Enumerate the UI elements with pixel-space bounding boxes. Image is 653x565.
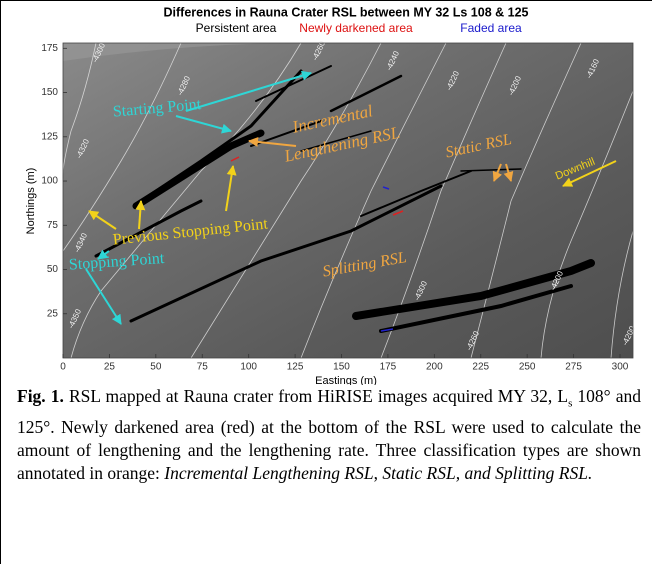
caption-italic: Incremental Lengthening RSL bbox=[164, 463, 373, 483]
legend-entry: Faded area bbox=[460, 21, 522, 35]
caption-label: Fig. 1. bbox=[17, 386, 64, 406]
x-tick-label: 300 bbox=[612, 362, 629, 373]
y-tick-label: 100 bbox=[41, 176, 58, 187]
caption: Fig. 1. RSL mapped at Rauna crater from … bbox=[17, 385, 641, 485]
x-tick-label: 175 bbox=[380, 362, 397, 373]
legend-entry: Persistent area bbox=[196, 21, 277, 35]
page: Differences in Rauna Crater RSL between … bbox=[0, 0, 652, 564]
x-tick-label: 275 bbox=[565, 362, 582, 373]
map: -4300-4280-4260-4240-4220-4200-4160-4320… bbox=[63, 39, 638, 358]
x-tick-label: 200 bbox=[426, 362, 443, 373]
x-tick-label: 25 bbox=[104, 362, 116, 373]
y-tick-label: 25 bbox=[47, 308, 59, 319]
x-tick-label: 225 bbox=[472, 362, 489, 373]
y-tick-label: 150 bbox=[41, 87, 58, 98]
caption-italic: Static RSL, and Splitting RSL. bbox=[382, 463, 592, 483]
x-tick-label: 125 bbox=[287, 362, 304, 373]
x-tick-label: 150 bbox=[333, 362, 350, 373]
x-axis-label: Eastings (m) bbox=[315, 375, 377, 385]
y-tick-label: 125 bbox=[41, 131, 58, 142]
figure: Differences in Rauna Crater RSL between … bbox=[1, 1, 653, 385]
x-tick-label: 50 bbox=[150, 362, 162, 373]
x-tick-label: 75 bbox=[197, 362, 209, 373]
caption-text: RSL mapped at Rauna crater from HiRISE i… bbox=[64, 386, 568, 406]
y-axis-label: Northings (m) bbox=[25, 168, 37, 235]
x-tick-label: 250 bbox=[519, 362, 536, 373]
x-tick-label: 0 bbox=[60, 362, 66, 373]
figure-title: Differences in Rauna Crater RSL between … bbox=[164, 5, 529, 19]
legend: Persistent area Newly darkened area Faded … bbox=[196, 21, 522, 35]
y-tick-label: 175 bbox=[41, 43, 58, 54]
y-tick-label: 50 bbox=[47, 264, 59, 275]
x-tick-label: 100 bbox=[240, 362, 257, 373]
legend-entry: Newly darkened area bbox=[299, 21, 413, 35]
y-tick-label: 75 bbox=[47, 220, 59, 231]
